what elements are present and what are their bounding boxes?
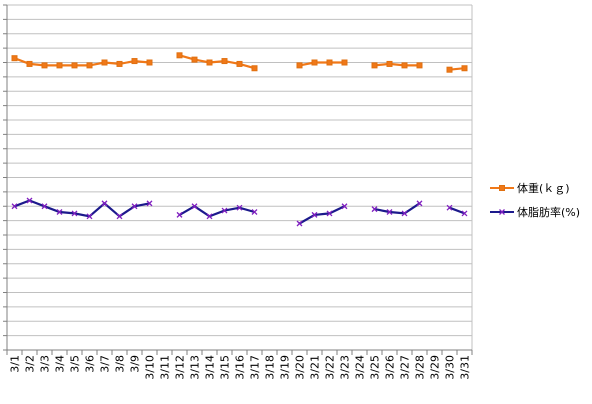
marker	[191, 203, 198, 210]
x-tick-label: 3/18	[264, 355, 277, 380]
marker	[26, 60, 33, 67]
marker	[251, 209, 258, 215]
x-tick-label: 3/26	[384, 355, 397, 380]
marker	[401, 62, 408, 69]
x-tick-label: 3/11	[159, 355, 172, 380]
marker	[116, 213, 123, 220]
marker	[401, 210, 408, 217]
x-tick-label: 3/31	[459, 355, 472, 380]
marker	[146, 200, 153, 207]
x-tick-label: 3/24	[354, 355, 367, 380]
x-tick-label: 3/1	[9, 355, 22, 373]
marker	[446, 66, 453, 73]
x-tick-label: 3/25	[369, 355, 382, 380]
marker	[221, 207, 228, 214]
x-tick-label: 3/12	[174, 355, 187, 380]
marker	[41, 62, 48, 69]
legend-label: 体重(ｋｇ)	[517, 181, 570, 195]
marker	[86, 62, 93, 69]
x-tick-label: 3/27	[399, 355, 412, 380]
x-tick-label: 3/14	[204, 355, 217, 380]
marker	[131, 58, 138, 65]
legend-marker	[499, 209, 505, 215]
x-tick-label: 3/6	[84, 355, 97, 373]
marker	[191, 56, 198, 63]
marker	[416, 200, 423, 207]
x-tick-label: 3/23	[339, 355, 352, 380]
x-tick-label: 3/29	[429, 355, 442, 380]
marker	[221, 58, 228, 65]
x-tick-label: 3/5	[69, 355, 82, 373]
x-tick-label: 3/7	[99, 355, 112, 373]
x-tick-label: 3/30	[444, 355, 457, 380]
marker	[101, 200, 108, 207]
marker	[116, 60, 123, 67]
x-tick-label: 3/21	[309, 355, 322, 380]
marker	[26, 197, 33, 204]
marker	[416, 62, 423, 69]
marker	[176, 52, 183, 59]
marker	[146, 59, 153, 66]
marker	[461, 210, 468, 217]
x-tick-label: 3/16	[234, 355, 247, 380]
marker	[326, 210, 333, 217]
marker	[71, 62, 78, 69]
marker	[446, 204, 453, 211]
series-line	[14, 199, 465, 225]
marker	[311, 59, 318, 66]
x-tick-label: 3/20	[294, 355, 307, 380]
marker	[86, 213, 93, 220]
marker	[56, 209, 63, 215]
marker	[236, 60, 243, 67]
marker	[56, 62, 63, 69]
marker	[71, 210, 78, 217]
x-tick-label: 3/4	[54, 355, 67, 373]
marker	[11, 55, 18, 62]
marker	[131, 203, 138, 210]
x-tick-label: 3/13	[189, 355, 202, 380]
x-tick-label: 3/8	[114, 355, 127, 373]
marker	[251, 65, 258, 72]
legend-label: 体脂肪率(%)	[517, 205, 580, 219]
x-tick-label: 3/9	[129, 355, 142, 373]
marker	[296, 220, 303, 227]
x-tick-label: 3/22	[324, 355, 337, 380]
x-tick-label: 3/19	[279, 355, 292, 380]
marker	[326, 59, 333, 66]
marker	[236, 204, 243, 211]
marker	[386, 60, 393, 67]
marker	[461, 65, 468, 72]
x-tick-label: 3/17	[249, 355, 262, 380]
x-tick-label: 3/15	[219, 355, 232, 380]
marker	[206, 213, 213, 220]
marker	[296, 62, 303, 69]
marker	[371, 62, 378, 69]
x-tick-label: 3/10	[144, 355, 157, 380]
x-tick-label: 3/2	[24, 355, 37, 373]
marker	[311, 211, 318, 218]
marker	[11, 203, 18, 210]
marker	[41, 203, 48, 210]
legend-marker	[499, 185, 505, 191]
series-line	[14, 54, 465, 71]
marker	[371, 206, 378, 213]
marker	[101, 59, 108, 66]
marker	[386, 209, 393, 215]
marker	[206, 59, 213, 66]
marker	[176, 211, 183, 218]
marker	[341, 203, 348, 210]
x-tick-label: 3/3	[39, 355, 52, 373]
marker	[341, 59, 348, 66]
x-tick-label: 3/28	[414, 355, 427, 380]
